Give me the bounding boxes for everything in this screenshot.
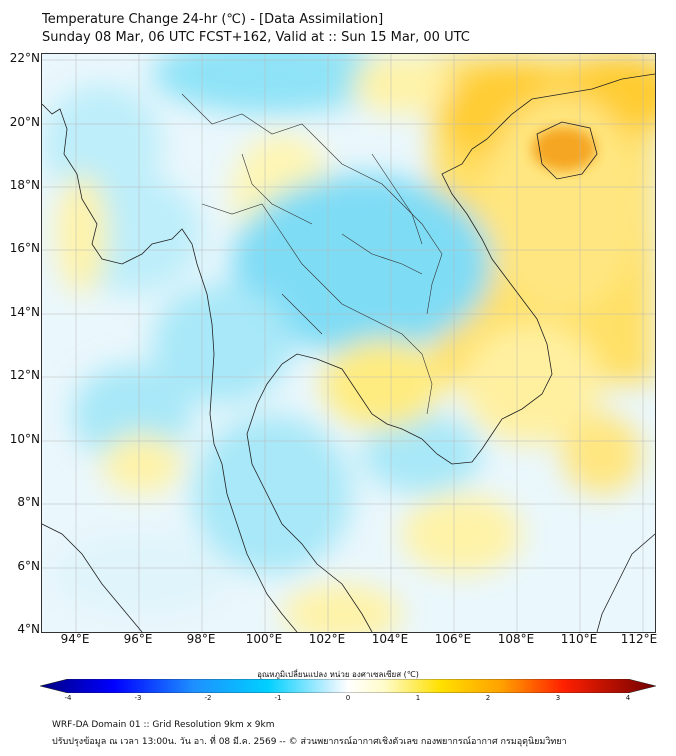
colorbar-tick: -2 — [204, 694, 212, 702]
lon-label-96: 96°E — [123, 632, 153, 646]
lat-label-22: 22°N — [9, 51, 40, 65]
lon-label-110: 110°E — [560, 632, 598, 646]
colorbar-tick: 2 — [485, 694, 491, 702]
coastlines — [42, 73, 655, 632]
colorbar-tick: 1 — [415, 694, 421, 702]
lon-label-100: 100°E — [245, 632, 283, 646]
lon-label-108: 108°E — [497, 632, 535, 646]
lat-label-6: 6°N — [17, 559, 40, 573]
lon-label-104: 104°E — [371, 632, 409, 646]
map-subtitle: Sunday 08 Mar, 06 UTC FCST+162, Valid at… — [42, 30, 470, 45]
colorbar-tick: -4 — [64, 694, 72, 702]
colorbar-tick: -1 — [274, 694, 282, 702]
colorbar-tick: 0 — [345, 694, 351, 702]
lat-label-18: 18°N — [9, 178, 40, 192]
lat-label-16: 16°N — [9, 241, 40, 255]
colorbar-tick: 4 — [625, 694, 631, 702]
lat-label-12: 12°N — [9, 368, 40, 382]
graticule — [42, 54, 655, 632]
lat-label-8: 8°N — [17, 495, 40, 509]
lon-label-112: 112°E — [620, 632, 658, 646]
colorbar-tick: -3 — [134, 694, 142, 702]
lon-label-102: 102°E — [308, 632, 346, 646]
lon-label-94: 94°E — [60, 632, 90, 646]
temperature-change-map — [41, 53, 656, 633]
lat-label-10: 10°N — [9, 432, 40, 446]
lat-label-4: 4°N — [17, 622, 40, 636]
hainan-warm-spot — [532, 127, 596, 171]
colorbar-title: อุณหภูมิเปลี่ยนแปลง หน่วย องศาเซลเซียส (… — [257, 670, 419, 679]
footer-model-info: WRF-DA Domain 01 :: Grid Resolution 9km … — [52, 720, 275, 730]
map-title: Temperature Change 24-hr (℃) - [Data Ass… — [42, 12, 384, 27]
lon-label-106: 106°E — [434, 632, 472, 646]
lon-label-98: 98°E — [186, 632, 216, 646]
lat-label-14: 14°N — [9, 305, 40, 319]
colorbar-tick: 3 — [555, 694, 561, 702]
map-canvas — [42, 54, 655, 632]
colorbar — [40, 679, 656, 693]
country-borders — [181, 93, 443, 415]
temperature-field — [42, 54, 655, 632]
footer-credit: ปรับปรุงข้อมูล ณ เวลา 13:00น. วัน อา. ที… — [52, 737, 567, 747]
lat-label-20: 20°N — [9, 115, 40, 129]
